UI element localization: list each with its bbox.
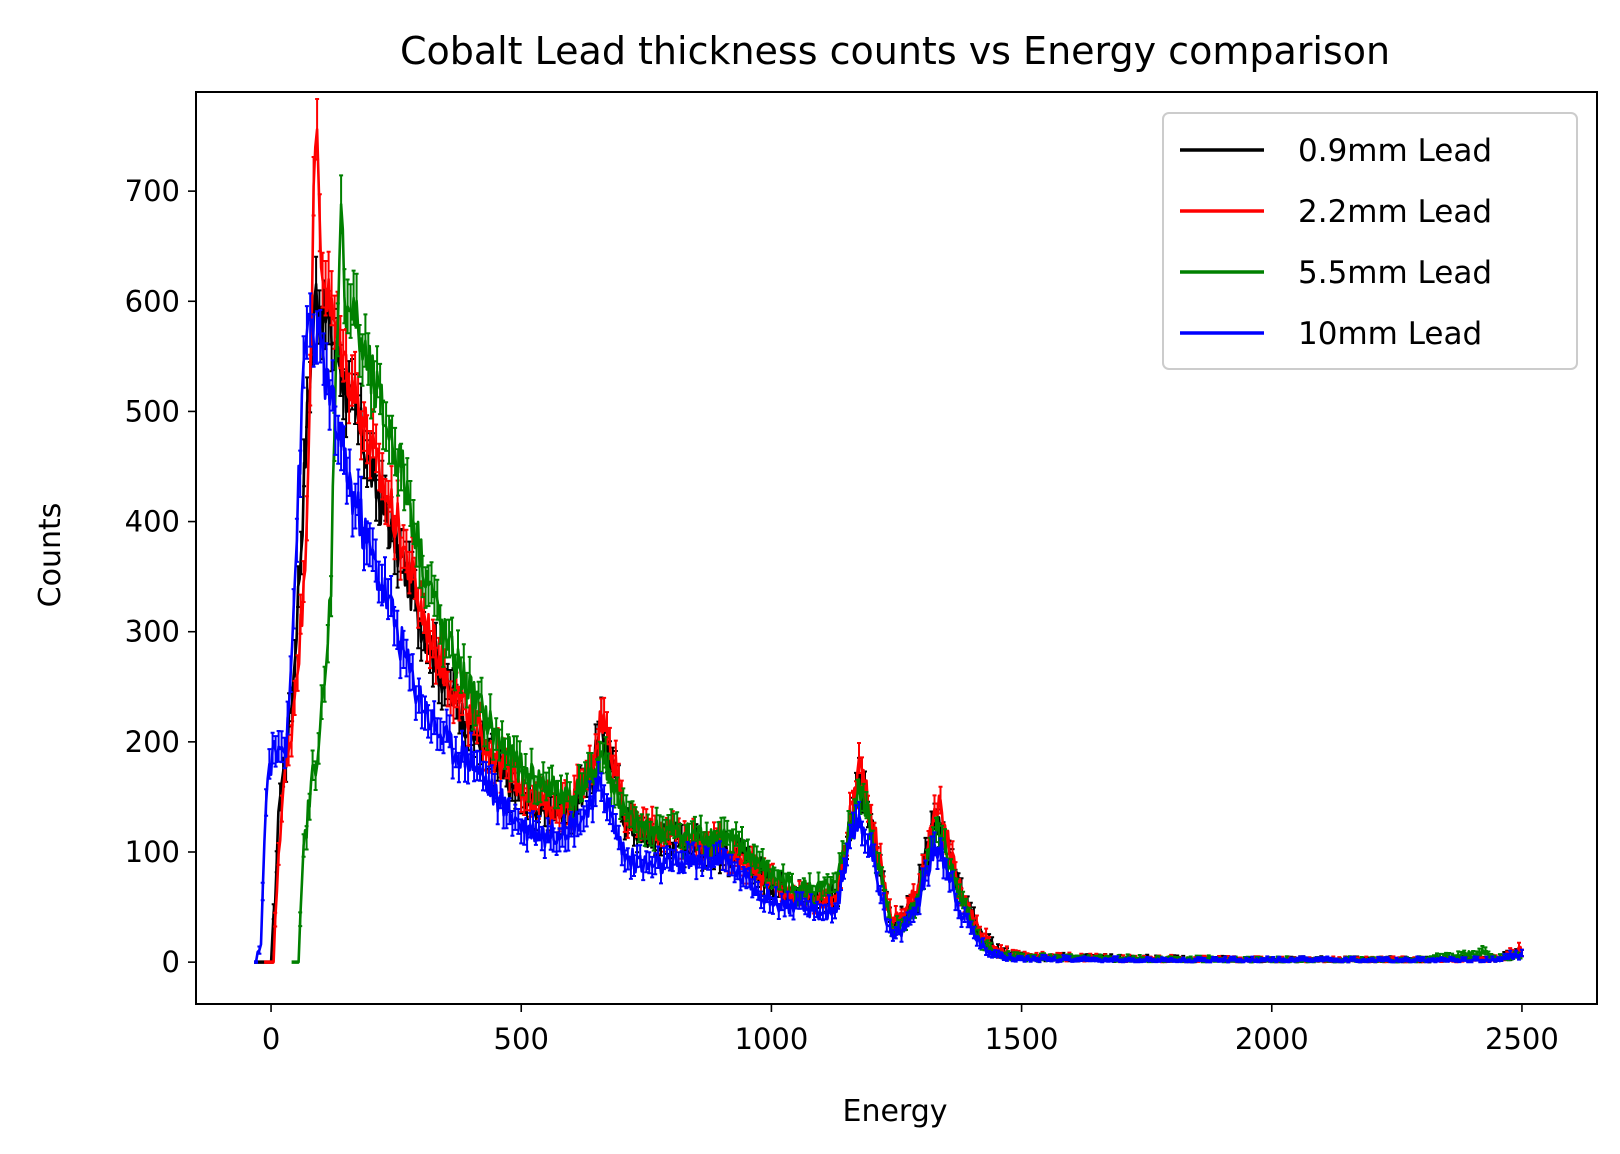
axes-layer: 0 500 1000 1500 2000 2500 0 100 200 300 400 500 600 7… [125, 174, 1559, 1056]
y-tick-label: 600 [125, 284, 180, 318]
y-tick-label: 400 [125, 505, 180, 539]
y-tick-label: 100 [125, 835, 180, 869]
legend-label: 10mm Lead [1298, 316, 1482, 352]
y-tick-label: 500 [125, 394, 180, 428]
x-axis-title: Energy [842, 1094, 947, 1129]
y-tick-label: 0 [162, 945, 180, 979]
y-axis-title: Counts [33, 503, 68, 608]
legend-label: 2.2mm Lead [1298, 194, 1492, 230]
x-tick-label: 2000 [1235, 1022, 1309, 1056]
y-tick-label: 300 [125, 615, 180, 649]
series-line [254, 312, 1523, 963]
plot-frame [195, 91, 1598, 1005]
x-tick-label: 500 [494, 1022, 549, 1056]
chart-title: Cobalt Lead thickness counts vs Energy c… [400, 29, 1390, 73]
series-layer [254, 98, 1524, 964]
legend: 0.9mm Lead 2.2mm Lead 5.5mm Lead 10mm Lead [1162, 112, 1578, 370]
x-tick-label: 1000 [735, 1022, 809, 1056]
legend-label: 0.9mm Lead [1298, 133, 1492, 169]
x-tick-label: 0 [262, 1022, 280, 1056]
y-tick-label: 200 [125, 725, 180, 759]
legend-frame [1162, 112, 1578, 370]
y-tick-label: 700 [125, 174, 180, 208]
series-4 [254, 292, 1524, 964]
x-tick-label: 2500 [1485, 1022, 1559, 1056]
x-tick-label: 1500 [985, 1022, 1059, 1056]
legend-label: 5.5mm Lead [1298, 255, 1492, 291]
